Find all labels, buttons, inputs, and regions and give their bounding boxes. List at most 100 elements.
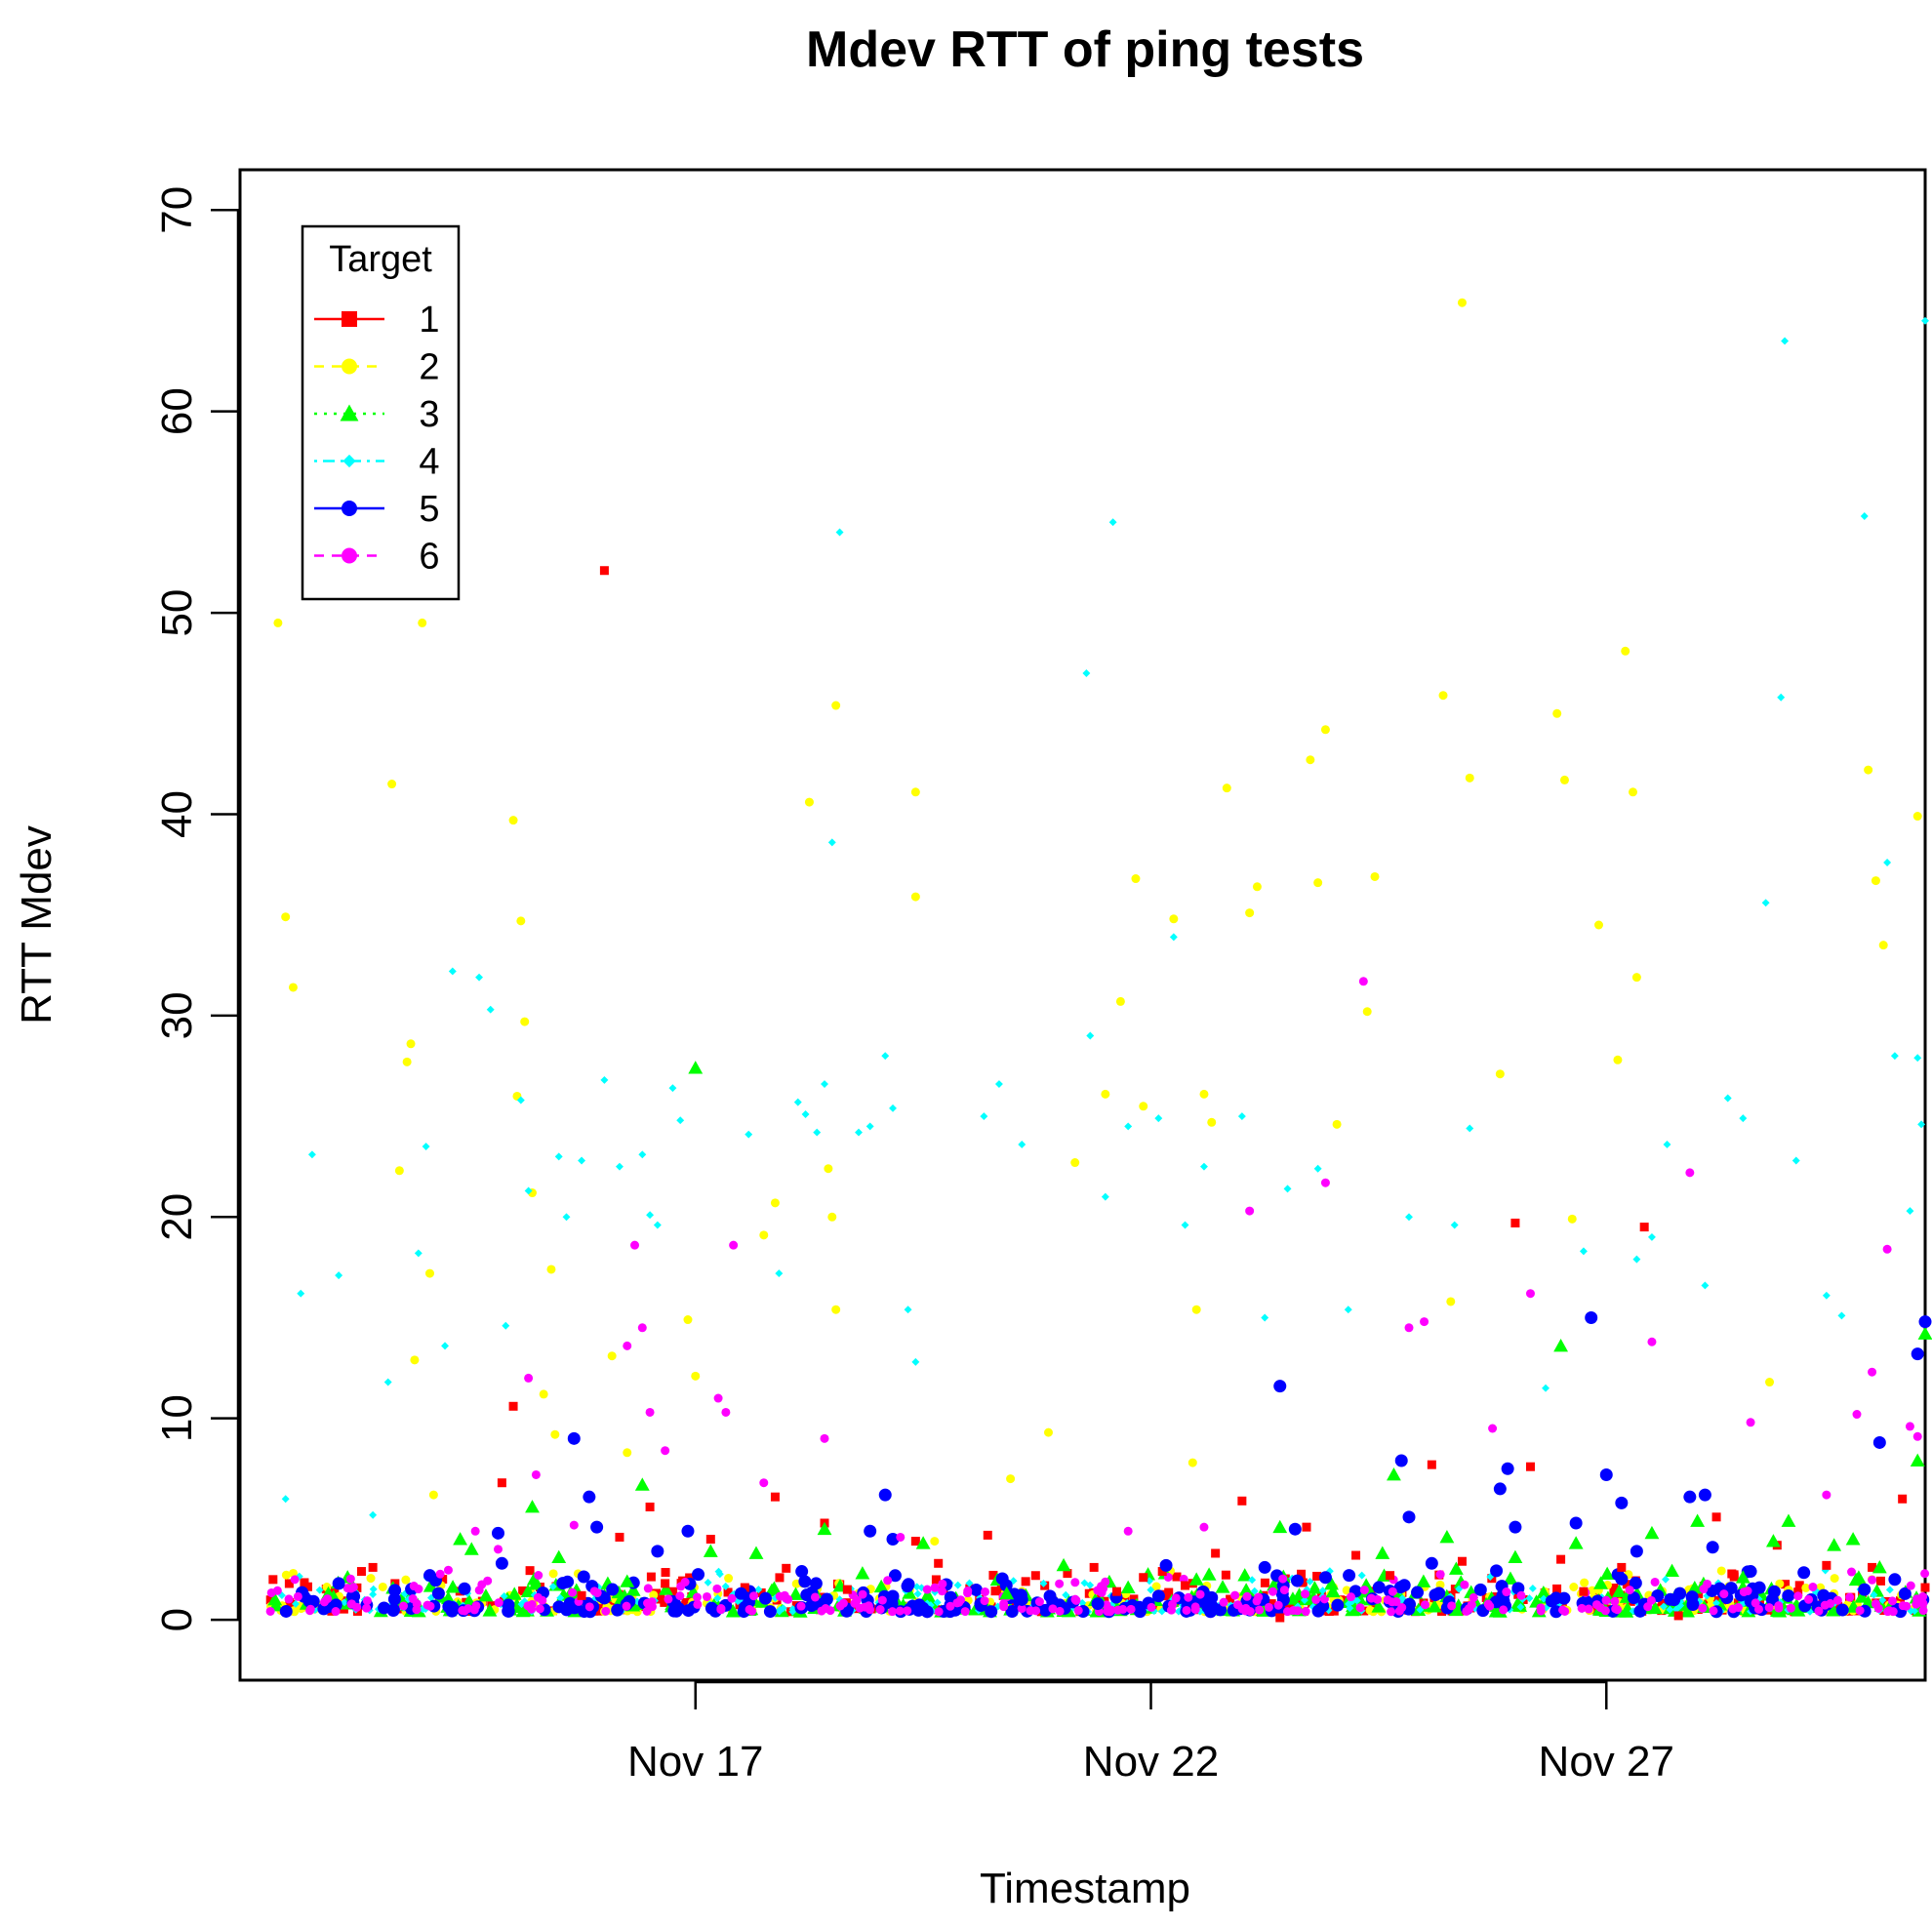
data-point (1187, 1458, 1197, 1467)
data-point (1559, 775, 1569, 784)
data-point (1536, 1606, 1546, 1616)
data-point (428, 1490, 438, 1500)
data-point (478, 1588, 494, 1602)
data-point (1680, 1604, 1695, 1618)
data-point (356, 1567, 366, 1577)
data-point (883, 1576, 893, 1586)
data-point (1761, 899, 1770, 907)
data-point (1765, 1534, 1781, 1547)
data-point (502, 1598, 515, 1612)
data-point (775, 1591, 785, 1601)
data-point (1686, 1597, 1700, 1611)
data-point (1411, 1586, 1425, 1599)
data-point (1509, 1520, 1522, 1534)
data-point (1043, 1427, 1053, 1437)
data-point (1405, 1213, 1413, 1222)
data-point (332, 1577, 345, 1590)
data-point (931, 1575, 941, 1585)
data-point (759, 1230, 769, 1240)
data-point (346, 1584, 356, 1593)
data-point (1685, 1168, 1695, 1178)
data-point (1920, 1569, 1930, 1579)
data-point (284, 1579, 294, 1588)
data-point (668, 1587, 678, 1596)
data-point (524, 1186, 533, 1195)
y-tick-label: 70 (153, 186, 201, 234)
y-tick-label: 20 (153, 1193, 201, 1241)
data-point (616, 1162, 624, 1171)
legend-entry-3: 3 (314, 394, 440, 435)
data-point (938, 1587, 947, 1596)
data-point (583, 1490, 596, 1504)
data-point (1913, 1054, 1922, 1063)
data-point (1672, 1605, 1680, 1614)
data-point (495, 1556, 508, 1570)
data-point (1739, 1587, 1749, 1597)
data-point (983, 1530, 992, 1540)
data-point (895, 1606, 905, 1616)
data-point (1791, 1156, 1800, 1165)
x-axis: Nov 17 Nov 22 Nov 27 (627, 1680, 1674, 1786)
data-point (288, 983, 298, 992)
data-point (782, 1563, 791, 1573)
data-point (1435, 1570, 1445, 1580)
data-point (1775, 1579, 1785, 1588)
data-point (578, 1156, 586, 1165)
data-point (1446, 1297, 1456, 1306)
data-point (1172, 1572, 1182, 1582)
data-point (946, 1601, 955, 1611)
data-point (1503, 1571, 1518, 1585)
data-point (1312, 1571, 1322, 1581)
data-point (567, 1431, 581, 1445)
data-point (482, 1603, 498, 1617)
data-point (1627, 1591, 1640, 1605)
data-point (1673, 1611, 1683, 1621)
data-point (1665, 1563, 1679, 1577)
data-point (651, 1545, 664, 1558)
legend: Target 1 2 3 4 5 6 (301, 224, 461, 601)
data-point (1662, 1575, 1670, 1584)
data-point (330, 1587, 340, 1596)
data-point (1131, 874, 1141, 884)
data-point (1508, 1549, 1523, 1564)
data-point (649, 1590, 659, 1600)
data-point (1301, 1589, 1310, 1599)
data-point (1151, 1589, 1165, 1603)
data-point (534, 1571, 543, 1581)
legend-marker (342, 501, 357, 516)
data-point (702, 1591, 711, 1601)
data-point (825, 1606, 835, 1616)
data-point (1612, 1584, 1627, 1597)
data-point (1311, 1604, 1325, 1618)
data-point (770, 1198, 780, 1208)
data-point (886, 1533, 900, 1546)
data-point (508, 816, 518, 825)
data-point (1729, 1570, 1739, 1580)
data-point (1200, 1162, 1208, 1171)
x-axis-label: Timestamp (980, 1865, 1190, 1912)
data-point (676, 1582, 686, 1591)
data-point (1288, 1606, 1298, 1616)
data-point (265, 1606, 275, 1616)
data-point (346, 1599, 356, 1609)
data-point (520, 1017, 530, 1026)
data-point (550, 1429, 560, 1439)
data-point (1358, 977, 1368, 986)
data-point (402, 1057, 412, 1066)
data-point (1460, 1580, 1469, 1589)
data-point (1191, 1305, 1201, 1314)
data-point (525, 1566, 535, 1576)
data-point (875, 1605, 885, 1615)
data-point (705, 1535, 715, 1545)
data-point (1311, 1594, 1321, 1604)
data-point (1427, 1460, 1436, 1469)
data-point (1301, 1607, 1310, 1617)
chart-title: Mdev RTT of ping tests (806, 21, 1364, 78)
data-point (1207, 1117, 1217, 1127)
data-point (1845, 1532, 1861, 1546)
data-point (1615, 1572, 1629, 1586)
data-point (634, 1477, 650, 1491)
data-point (1211, 1548, 1221, 1558)
data-point (1858, 1583, 1872, 1596)
data-point (1275, 1613, 1285, 1623)
